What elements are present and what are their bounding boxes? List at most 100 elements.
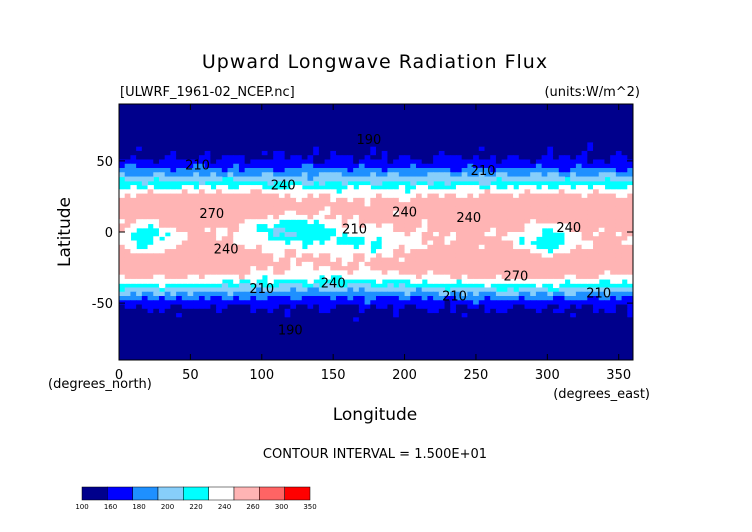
heatmap-cell [570,338,577,344]
heatmap-cell [158,159,166,165]
heatmap-cell [495,223,503,229]
heatmap-cell [535,116,543,122]
heatmap-cell [404,227,411,233]
heatmap-cell [318,219,326,225]
heatmap-cell [376,232,383,237]
heatmap-cell [170,300,177,306]
heatmap-cell [564,236,571,242]
heatmap-cell [621,270,628,276]
heatmap-cell [221,168,229,173]
heatmap-cell [610,300,617,306]
heatmap-cell [535,129,543,135]
heatmap-cell [273,150,280,156]
heatmap-cell [244,266,251,271]
heatmap-cell [250,266,257,271]
heatmap-cell [358,261,366,267]
heatmap-cell [535,133,543,139]
heatmap-cell [615,296,623,301]
heatmap-cell [318,112,326,118]
heatmap-cell [164,197,171,203]
heatmap-cell [507,108,514,114]
heatmap-cell [467,342,474,348]
heatmap-cell [153,150,160,156]
heatmap-cell [267,274,274,280]
heatmap-cell [164,304,171,310]
heatmap-cell [301,304,309,310]
heatmap-cell [153,108,160,114]
heatmap-cell [301,330,309,335]
heatmap-cell [227,300,234,306]
heatmap-cell [284,287,291,293]
heatmap-cell [564,232,571,237]
heatmap-cell [164,227,171,233]
heatmap-cell [541,185,548,190]
heatmap-cell [358,214,366,220]
heatmap-cell [421,121,428,126]
heatmap-cell [307,253,314,259]
heatmap-cell [598,133,606,139]
heatmap-cell [244,214,251,220]
heatmap-cell [524,210,531,216]
heatmap-cell [410,278,417,284]
heatmap-cell [273,300,280,306]
heatmap-cell [393,338,400,344]
heatmap-cell [136,150,143,156]
heatmap-cell [170,240,177,246]
heatmap-cell [198,214,206,220]
heatmap-cell [181,168,189,173]
heatmap-cell [376,138,383,143]
heatmap-cell [593,155,600,161]
heatmap-cell [301,189,309,195]
heatmap-cell [353,219,360,225]
heatmap-cell [119,244,126,250]
heatmap-cell [581,112,588,118]
heatmap-cell [336,121,343,126]
heatmap-cell [376,219,383,225]
heatmap-cell [581,338,588,344]
heatmap-cell [455,249,463,254]
heatmap-cell [513,232,520,237]
heatmap-cell [387,317,394,323]
heatmap-cell [473,261,480,267]
heatmap-cell [210,176,217,182]
heatmap-cell [553,206,560,212]
heatmap-cell [238,172,246,178]
heatmap-cell [513,206,520,212]
heatmap-cell [535,334,543,340]
heatmap-cell [296,283,303,289]
heatmap-cell [421,214,428,220]
heatmap-cell [564,129,571,135]
heatmap-cell [227,168,234,173]
heatmap-cell [433,266,440,271]
heatmap-cell [398,330,406,335]
heatmap-cell [307,325,314,331]
heatmap-cell [621,300,628,306]
heatmap-cell [153,257,160,263]
heatmap-cell [136,338,143,344]
heatmap-cell [467,227,474,233]
heatmap-cell [387,163,394,169]
heatmap-cell [541,189,548,195]
heatmap-cell [244,232,251,237]
heatmap-cell [427,232,434,237]
heatmap-cell [501,317,508,323]
heatmap-cell [261,197,269,203]
heatmap-cell [364,304,371,310]
heatmap-cell [393,146,400,152]
heatmap-cell [621,296,628,301]
heatmap-cell [387,116,394,122]
heatmap-cell [364,287,371,293]
heatmap-cell [455,210,463,216]
heatmap-cell [438,313,446,318]
heatmap-cell [193,121,200,126]
heatmap-cell [564,223,571,229]
heatmap-cell [501,193,508,199]
heatmap-cell [370,270,377,276]
heatmap-cell [324,266,331,271]
heatmap-cell [216,261,223,267]
heatmap-cell [427,325,434,331]
heatmap-cell [136,112,143,118]
heatmap-cell [581,223,588,229]
heatmap-cell [558,202,566,207]
heatmap-cell [324,159,331,165]
